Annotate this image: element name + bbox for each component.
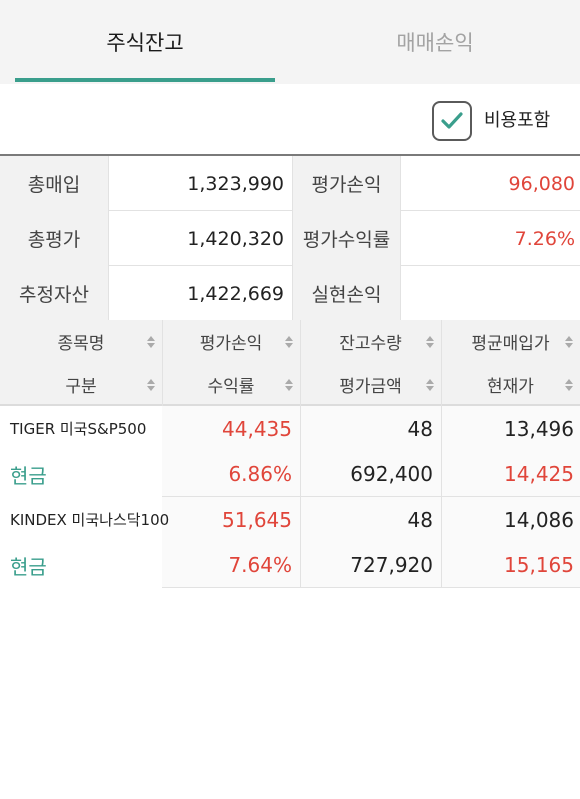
header-label: 종목명: [57, 334, 105, 354]
holding-eval-amount: 727,920: [350, 552, 433, 577]
total-eval-label: 총평가: [0, 211, 108, 266]
column-divider: [300, 320, 301, 406]
sort-icon: [565, 336, 573, 348]
active-tab-indicator: [15, 78, 275, 82]
holdings-table: 종목명 평가손익 잔고수량 평균매입가 구분 수익률 평가금액 현재가: [0, 320, 580, 588]
sort-icon: [426, 336, 434, 348]
sort-icon: [565, 379, 573, 391]
tab-trade-profit[interactable]: 매매손익: [396, 31, 474, 55]
tab-bar: 주식잔고 매매손익: [0, 0, 580, 84]
holding-avg-price: 14,086: [504, 507, 574, 532]
holding-eval-amount: 692,400: [350, 461, 433, 486]
holding-avg-price: 13,496: [504, 416, 574, 441]
sort-icon: [285, 336, 293, 348]
eval-profit-value: 96,080: [400, 156, 580, 211]
tab-stock-balance[interactable]: 주식잔고: [106, 31, 184, 55]
header-label: 잔고수량: [339, 334, 402, 354]
summary-table: 총매입 1,323,990 평가손익 96,080 총평가 1,420,320 …: [0, 154, 580, 321]
realized-profit-value: [400, 266, 580, 321]
sort-header-current-price[interactable]: 현재가: [441, 363, 580, 406]
holding-row[interactable]: KINDEX 미국나스닥100 현금 51,645 7.64% 48 727,9…: [0, 497, 580, 588]
column-divider: [162, 320, 163, 406]
column-divider: [441, 497, 442, 588]
holding-type: 현금: [10, 464, 47, 488]
header-label: 현재가: [487, 377, 534, 397]
holding-eval-profit: 44,435: [222, 416, 292, 441]
header-label: 평가손익: [199, 334, 263, 354]
options-row: 비용포함: [0, 84, 580, 154]
eval-return-label: 평가수익률: [292, 211, 400, 266]
include-costs-checkbox[interactable]: [432, 101, 472, 141]
sort-icon: [147, 379, 155, 391]
header-label: 수익률: [207, 377, 255, 397]
holding-quantity: 48: [407, 507, 433, 532]
check-icon: [441, 112, 463, 129]
holding-name: KINDEX 미국나스닥100: [10, 511, 170, 529]
sort-icon: [285, 379, 293, 391]
estimated-assets-value: 1,422,669: [108, 266, 292, 321]
sort-header-type[interactable]: 구분: [0, 363, 162, 406]
total-eval-value: 1,420,320: [108, 211, 292, 266]
include-costs-label[interactable]: 비용포함: [484, 110, 551, 131]
holding-row[interactable]: TIGER 미국S&P500 현금 44,435 6.86% 48 692,40…: [0, 406, 580, 497]
sort-header-avg-price[interactable]: 평균매입가: [441, 320, 580, 363]
column-divider: [441, 406, 442, 497]
header-label: 평균매입가: [471, 334, 550, 354]
sort-header-return[interactable]: 수익률: [162, 363, 300, 406]
summary-row: 총평가 1,420,320 평가수익률 7.26%: [0, 211, 580, 266]
sort-header-eval-amount[interactable]: 평가금액: [300, 363, 441, 406]
column-divider: [441, 320, 442, 406]
total-purchase-value: 1,323,990: [108, 156, 292, 211]
holding-return: 7.64%: [228, 552, 292, 577]
sort-icon: [147, 336, 155, 348]
sort-header-name[interactable]: 종목명: [0, 320, 162, 363]
summary-row: 추정자산 1,422,669 실현손익: [0, 266, 580, 321]
sort-header-eval-profit[interactable]: 평가손익: [162, 320, 300, 363]
estimated-assets-label: 추정자산: [0, 266, 108, 321]
holding-type: 현금: [10, 555, 47, 579]
total-purchase-label: 총매입: [0, 156, 108, 211]
sort-header-quantity[interactable]: 잔고수량: [300, 320, 441, 363]
column-divider: [300, 406, 301, 497]
sort-icon: [426, 379, 434, 391]
holding-quantity: 48: [407, 416, 433, 441]
column-divider: [300, 497, 301, 588]
holding-name-cell: TIGER 미국S&P500 현금: [0, 406, 162, 497]
holding-name-cell: KINDEX 미국나스닥100 현금: [0, 497, 169, 588]
holding-eval-profit: 51,645: [222, 507, 292, 532]
holding-return: 6.86%: [228, 461, 292, 486]
holding-name: TIGER 미국S&P500: [10, 420, 147, 438]
eval-profit-label: 평가손익: [292, 156, 400, 211]
summary-row: 총매입 1,323,990 평가손익 96,080: [0, 156, 580, 211]
holding-current-price: 15,165: [504, 552, 574, 577]
holdings-header: 종목명 평가손익 잔고수량 평균매입가 구분 수익률 평가금액 현재가: [0, 320, 580, 406]
holding-current-price: 14,425: [504, 461, 574, 486]
realized-profit-label: 실현손익: [292, 266, 400, 321]
header-label: 평가금액: [339, 377, 402, 397]
eval-return-value: 7.26%: [400, 211, 580, 266]
header-label: 구분: [65, 377, 97, 397]
